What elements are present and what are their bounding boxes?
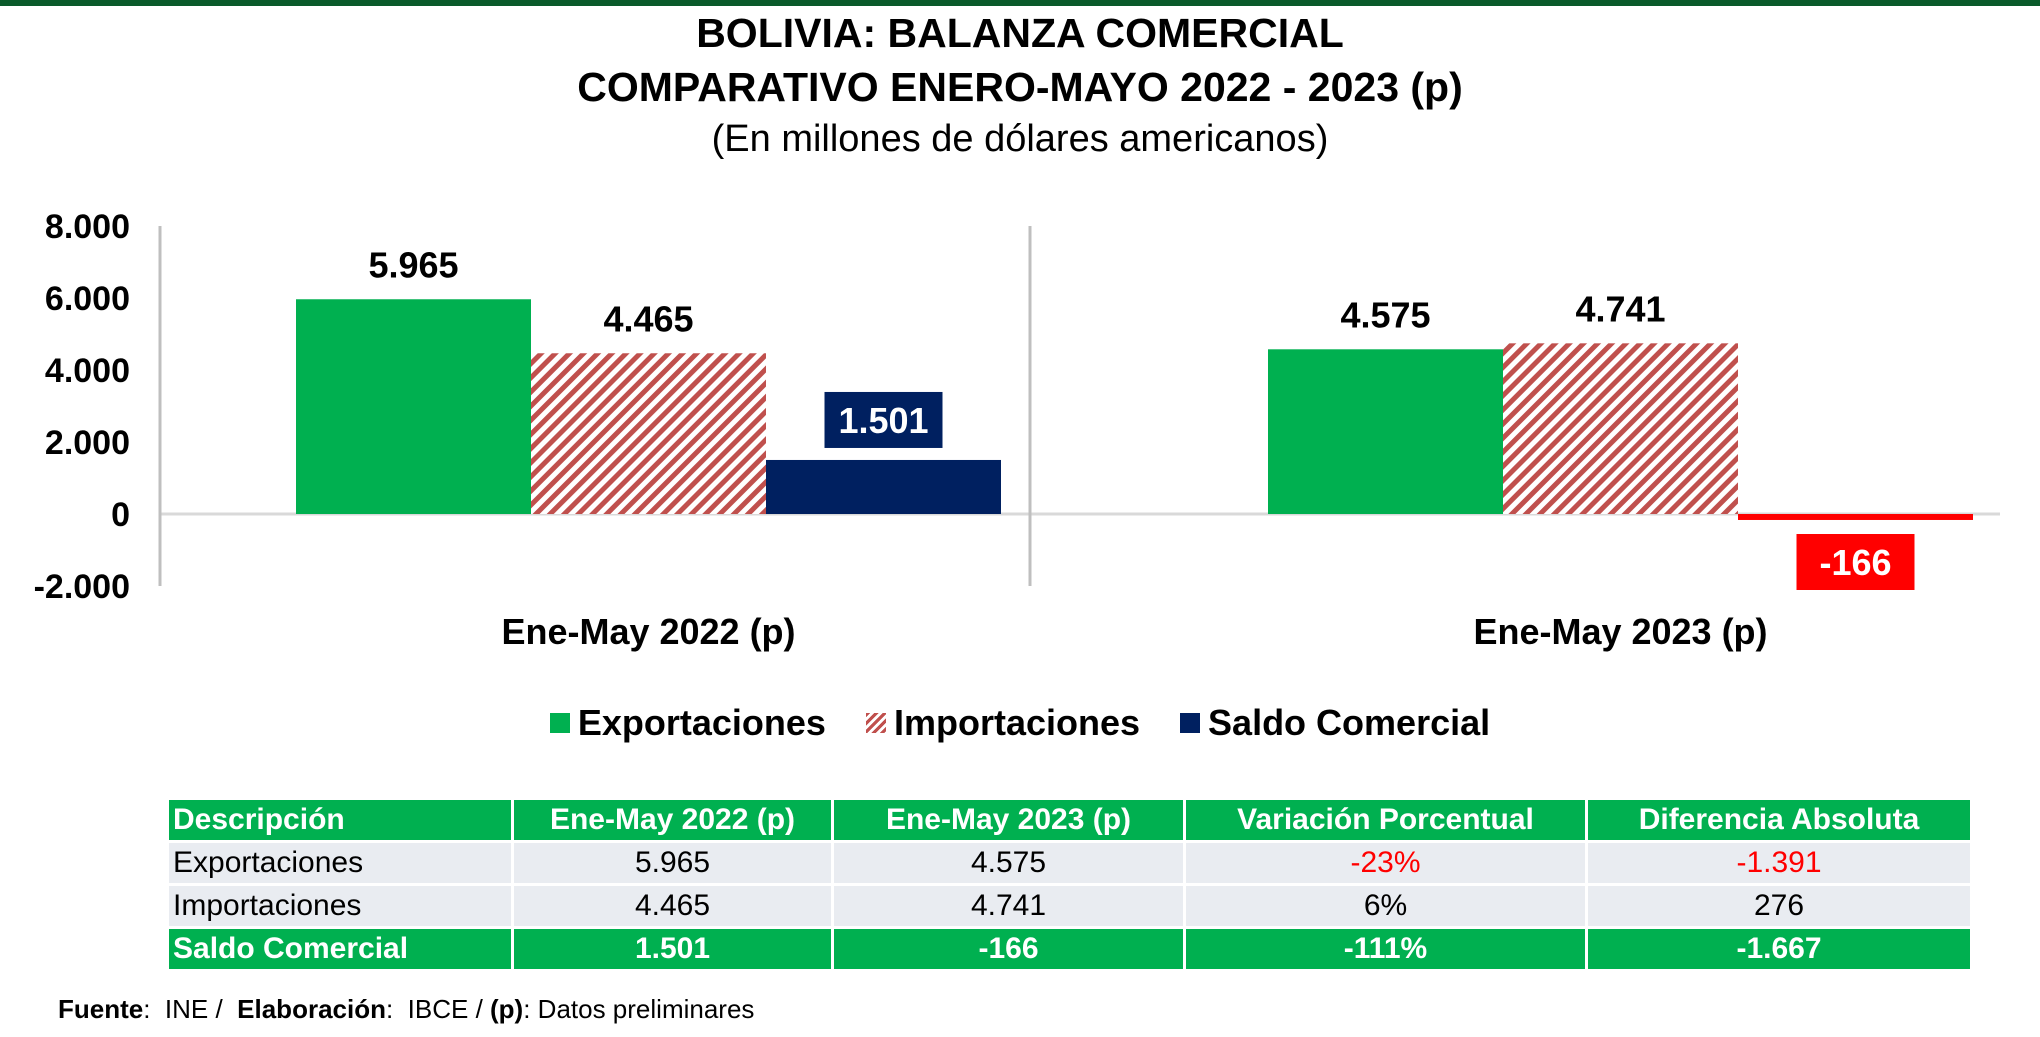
table-cell: 276: [1585, 883, 1973, 929]
bar-saldo-comercial: [766, 459, 1001, 514]
data-label-box: [824, 391, 943, 448]
table-header-cell: Diferencia Absoluta: [1585, 797, 1973, 843]
y-tick-label: 8.000: [45, 208, 130, 246]
bar-exportaciones: [1268, 349, 1503, 514]
data-label: 4.575: [1340, 294, 1430, 335]
bar-chart: -2.000 0 2.000 4.000 6.000 8.000 5.965 4.465 1.5…: [34, 208, 2000, 652]
summary-table: Descripción Ene-May 2022 (p) Ene-May 202…: [166, 797, 1973, 972]
top-accent-bar: [0, 0, 2040, 6]
table-cell: 6%: [1183, 883, 1588, 929]
table-cell: 4.465: [511, 883, 834, 929]
chart-title: BOLIVIA: BALANZA COMERCIAL: [696, 10, 1344, 56]
table-cell: Importaciones: [166, 883, 514, 929]
legend-item-saldo: Saldo Comercial: [1180, 702, 1490, 744]
bar-importaciones: [1503, 343, 1738, 514]
y-tick-label: 6.000: [45, 280, 130, 318]
legend-label-exportaciones: Exportaciones: [577, 702, 826, 743]
table-header-cell: Ene-May 2022 (p): [511, 797, 834, 843]
y-tick-label: 2.000: [45, 424, 130, 462]
legend-item-exportaciones: Exportaciones: [549, 702, 826, 744]
table-header-cell: Ene-May 2023 (p): [831, 797, 1186, 843]
table-cell: -23%: [1183, 840, 1588, 886]
legend-swatch-exportaciones: [549, 713, 570, 733]
legend-label-importaciones: Importaciones: [893, 702, 1141, 743]
bar-exportaciones: [296, 299, 531, 514]
source-elab-value: : IBCE /: [385, 994, 491, 1024]
table-cell: -1.391: [1585, 840, 1973, 886]
chart-subtitle: (En millones de dólares americanos): [711, 118, 1329, 160]
data-label: -166: [1819, 542, 1891, 583]
source-p-label: (p): [490, 994, 524, 1024]
data-label: 4.741: [1575, 288, 1665, 329]
y-tick-label: -2.000: [34, 568, 130, 606]
source-fuente-value: : INE /: [143, 994, 238, 1024]
table-cell: 1.501: [511, 926, 834, 972]
data-label: 1.501: [838, 400, 928, 441]
source-elab-label: Elaboración: [237, 994, 386, 1024]
table-row: Exportaciones 5.965 4.575 -23% -1.391: [166, 840, 1973, 886]
bar-importaciones: [531, 353, 766, 514]
bar-saldo-comercial: [1738, 514, 1973, 520]
table-total-row: Saldo Comercial 1.501 -166 -111% -1.667: [166, 926, 1973, 972]
table-row: Importaciones 4.465 4.741 6% 276: [166, 883, 1973, 929]
table-cell: -1.667: [1585, 926, 1973, 972]
legend-item-importaciones: Importaciones: [865, 702, 1141, 744]
table-cell: -111%: [1183, 926, 1588, 972]
y-tick-label: 4.000: [45, 352, 130, 390]
table-header-cell: Descripción: [166, 797, 514, 843]
table-header-row: Descripción Ene-May 2022 (p) Ene-May 202…: [166, 797, 1973, 843]
table-cell: Saldo Comercial: [166, 926, 514, 972]
data-label: 5.965: [368, 244, 458, 285]
chart-legend: Exportaciones Importaciones Saldo Comerc…: [0, 702, 2040, 744]
table-header-cell: Variación Porcentual: [1183, 797, 1588, 843]
chart-title-line2: COMPARATIVO ENERO-MAYO 2022 - 2023 (p): [577, 64, 1463, 110]
table-cell: 5.965: [511, 840, 834, 886]
source-p-value: : Datos preliminares: [523, 994, 755, 1024]
x-category-label: Ene-May 2022 (p): [501, 611, 795, 652]
table-cell: 4.741: [831, 883, 1186, 929]
y-tick-label: 0: [111, 496, 130, 534]
source-note: Fuente: INE / Elaboración: IBCE / (p): D…: [58, 994, 754, 1025]
table-cell: Exportaciones: [166, 840, 514, 886]
source-fuente-label: Fuente: [58, 994, 144, 1024]
data-label: 4.465: [603, 298, 693, 339]
legend-label-saldo: Saldo Comercial: [1208, 702, 1491, 743]
data-label-box: [1796, 534, 1915, 590]
legend-swatch-saldo: [1180, 713, 1201, 733]
table-cell: 4.575: [831, 840, 1186, 886]
table-cell: -166: [831, 926, 1186, 972]
x-category-label: Ene-May 2023 (p): [1473, 611, 1767, 652]
legend-swatch-importaciones: [865, 713, 886, 733]
